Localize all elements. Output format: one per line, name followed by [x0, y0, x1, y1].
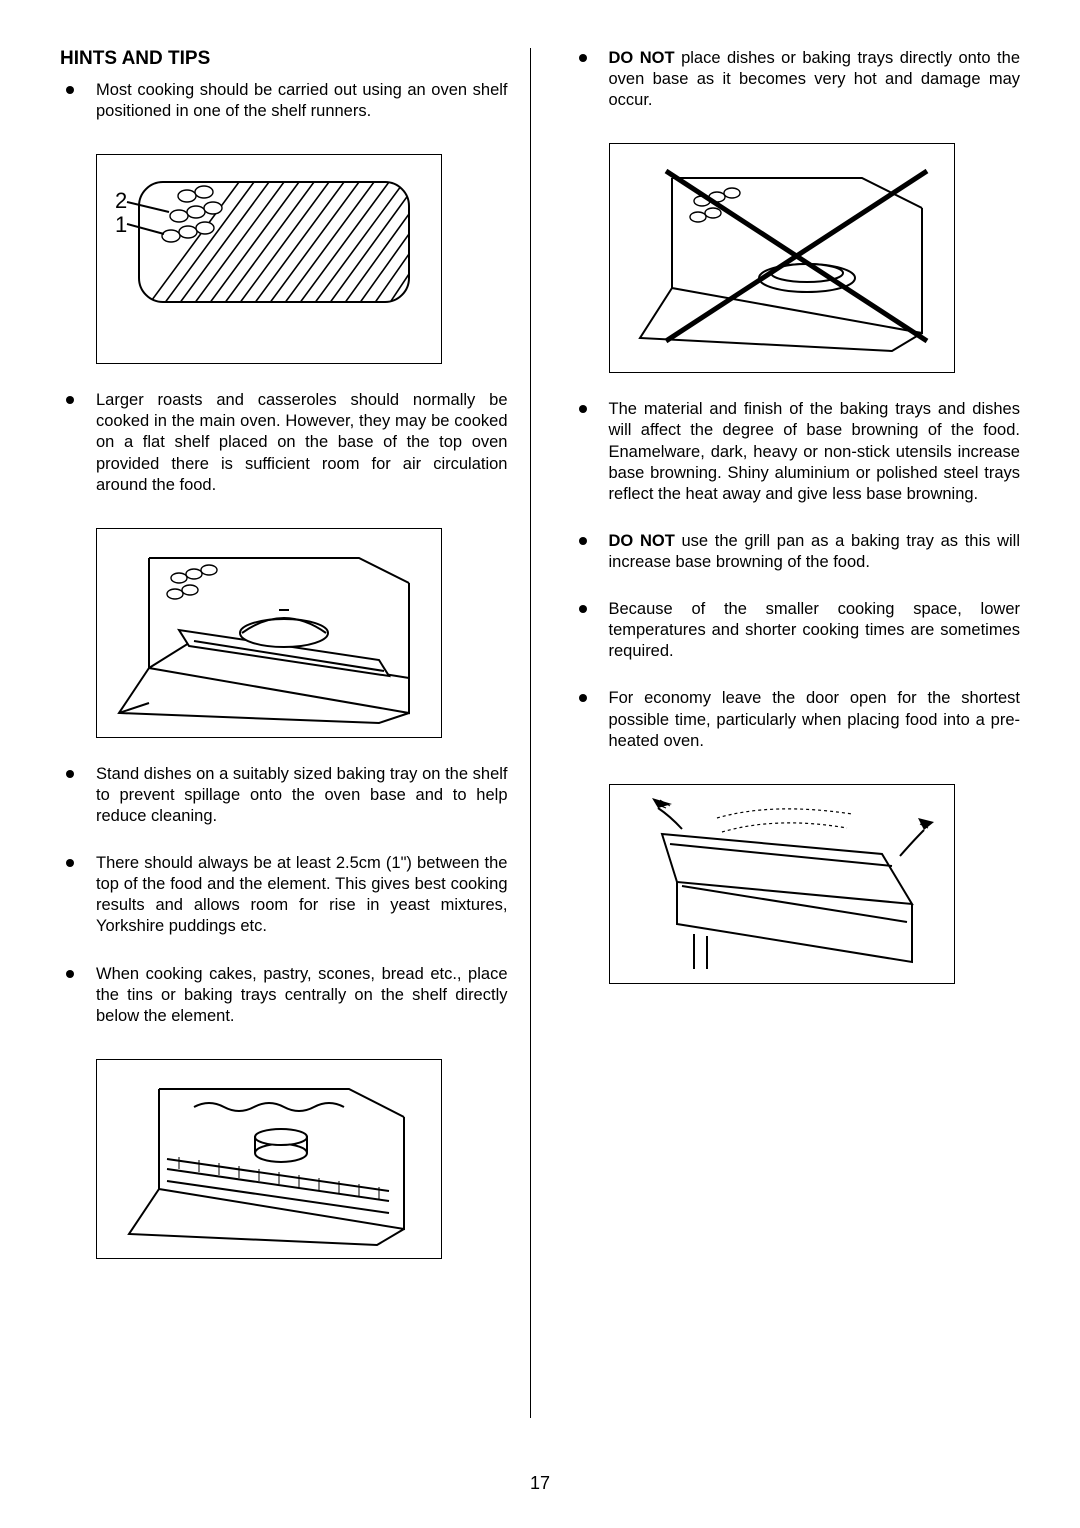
hint-text: Most cooking should be carried out using… [96, 80, 508, 122]
two-column-layout: HINTS AND TIPS Most cooking should be ca… [60, 48, 1020, 1418]
bullet-icon [66, 396, 74, 404]
hint-text: For economy leave the door open for the … [609, 688, 1021, 751]
hint-text: Larger roasts and casseroles should norm… [96, 390, 508, 496]
page-number: 17 [0, 1473, 1080, 1494]
bullet-icon [579, 54, 587, 62]
hint-text: There should always be at least 2.5cm (1… [96, 853, 508, 937]
hint-text: DO NOT use the grill pan as a baking tra… [609, 531, 1021, 573]
list-item: Because of the smaller cooking space, lo… [573, 599, 1021, 662]
close-door-icon [622, 794, 942, 974]
right-column: DO NOT place dishes or baking trays dire… [567, 48, 1021, 1418]
bullet-icon [579, 537, 587, 545]
hint-text: When cooking cakes, pastry, scones, brea… [96, 964, 508, 1027]
figure-casserole-shelf [96, 528, 442, 738]
list-item: The material and finish of the baking tr… [573, 399, 1021, 505]
figure-close-door [609, 784, 955, 984]
section-heading: HINTS AND TIPS [60, 48, 508, 70]
hint-text: DO NOT place dishes or baking trays dire… [609, 48, 1021, 111]
list-item: When cooking cakes, pastry, scones, brea… [60, 964, 508, 1027]
hints-list: Larger roasts and casseroles should norm… [60, 390, 508, 522]
hint-text: The material and finish of the baking tr… [609, 399, 1021, 505]
do-not-label: DO NOT [609, 532, 675, 550]
bullet-icon [579, 694, 587, 702]
bullet-icon [66, 770, 74, 778]
bullet-icon [579, 605, 587, 613]
left-column: HINTS AND TIPS Most cooking should be ca… [60, 48, 531, 1418]
figure-do-not-base [609, 143, 955, 373]
list-item: Most cooking should be carried out using… [60, 80, 508, 122]
bullet-icon [66, 859, 74, 867]
bullet-icon [66, 86, 74, 94]
casserole-shelf-icon [109, 538, 429, 728]
cake-centered-icon [109, 1069, 429, 1249]
list-item: DO NOT use the grill pan as a baking tra… [573, 531, 1021, 573]
list-item: DO NOT place dishes or baking trays dire… [573, 48, 1021, 111]
hints-list: DO NOT place dishes or baking trays dire… [573, 48, 1021, 137]
runner-label-2: 2 [115, 188, 127, 213]
do-not-base-icon [622, 153, 942, 363]
hint-text: Because of the smaller cooking space, lo… [609, 599, 1021, 662]
figure-cake-centered [96, 1059, 442, 1259]
bullet-icon [579, 405, 587, 413]
list-item: There should always be at least 2.5cm (1… [60, 853, 508, 937]
hint-text: Stand dishes on a suitably sized baking … [96, 764, 508, 827]
shelf-runners-icon: 2 1 [109, 164, 429, 354]
hints-list: Most cooking should be carried out using… [60, 80, 508, 148]
list-item: Larger roasts and casseroles should norm… [60, 390, 508, 496]
list-item: For economy leave the door open for the … [573, 688, 1021, 751]
do-not-label: DO NOT [609, 49, 675, 67]
list-item: Stand dishes on a suitably sized baking … [60, 764, 508, 827]
bullet-icon [66, 970, 74, 978]
figure-shelf-runners: 2 1 [96, 154, 442, 364]
runner-label-1: 1 [115, 212, 127, 237]
hints-list: Stand dishes on a suitably sized baking … [60, 764, 508, 1053]
hints-list: The material and finish of the baking tr… [573, 399, 1021, 777]
